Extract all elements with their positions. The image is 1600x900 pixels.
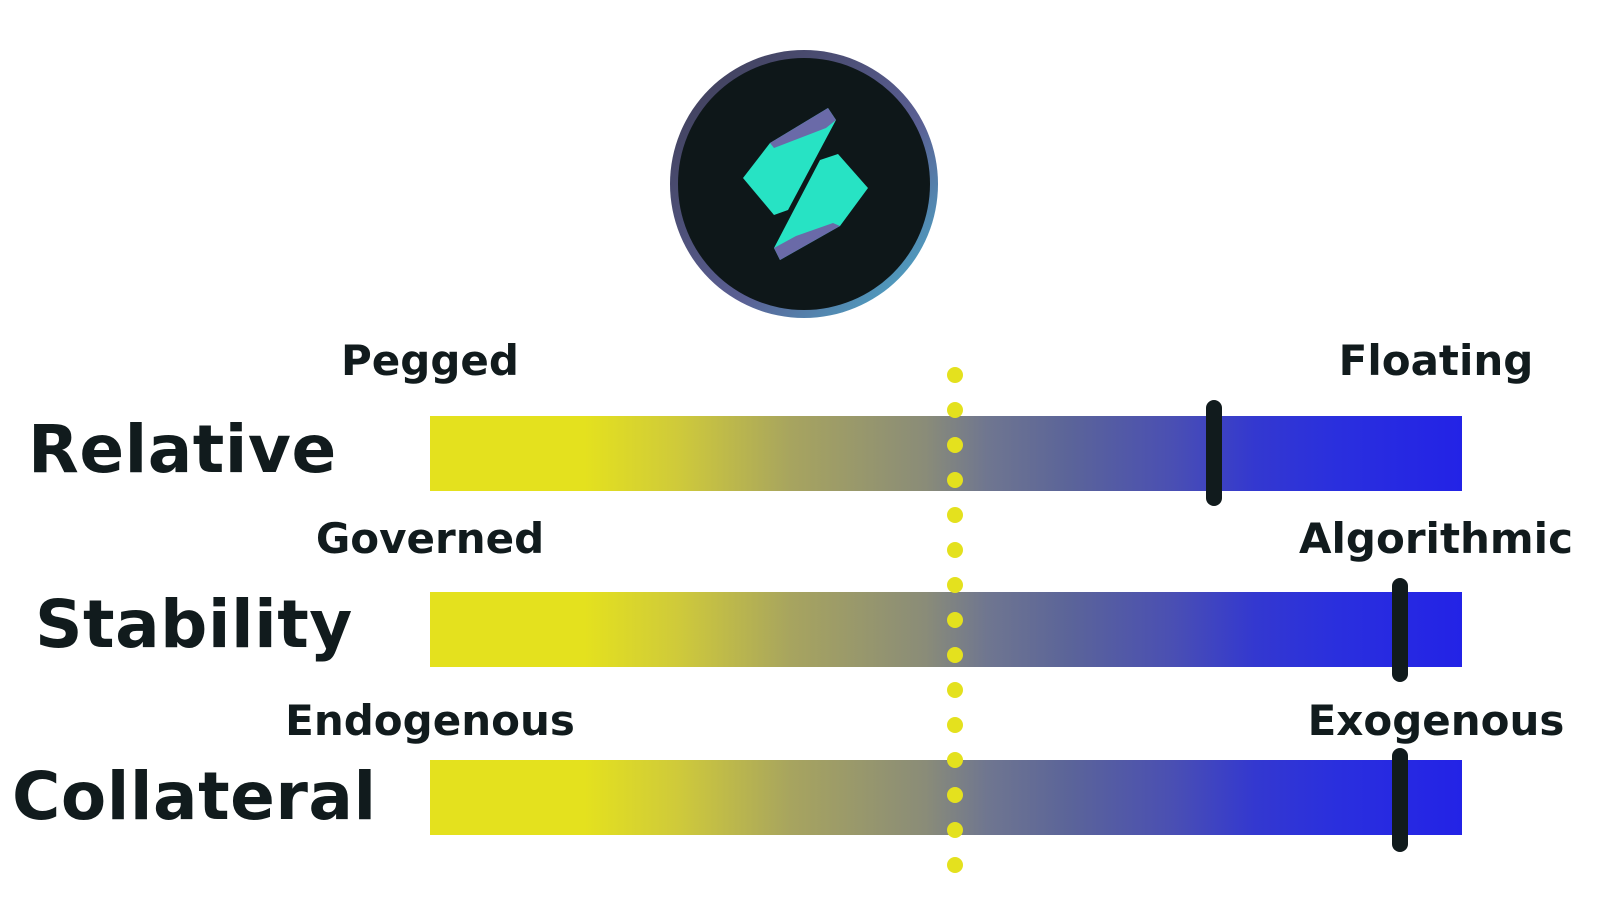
center-dot	[947, 682, 963, 698]
axis-label-stability: Stability	[35, 586, 353, 663]
center-dot	[947, 542, 963, 558]
right-label-floating: Floating	[1338, 336, 1534, 385]
center-dot	[947, 857, 963, 873]
center-dot	[947, 577, 963, 593]
spectrum-bar-relative	[430, 416, 1462, 491]
token-logo-icon	[670, 50, 938, 318]
left-label-governed: Governed	[315, 514, 545, 563]
axis-label-collateral: Collateral	[12, 758, 377, 835]
position-marker-relative	[1206, 400, 1223, 506]
right-label-exogenous: Exogenous	[1307, 696, 1565, 745]
right-label-algorithmic: Algorithmic	[1299, 514, 1573, 563]
spectrum-bar-collateral	[430, 760, 1462, 835]
token-logo	[668, 48, 940, 320]
position-marker-stability	[1392, 578, 1409, 682]
center-dot	[947, 507, 963, 523]
position-marker-collateral	[1392, 748, 1409, 852]
center-dot	[947, 717, 963, 733]
left-label-endogenous: Endogenous	[285, 696, 575, 745]
spectrum-bar-stability	[430, 592, 1462, 667]
left-label-pegged: Pegged	[341, 336, 519, 385]
axis-label-relative: Relative	[28, 411, 337, 488]
center-dot	[947, 367, 963, 383]
